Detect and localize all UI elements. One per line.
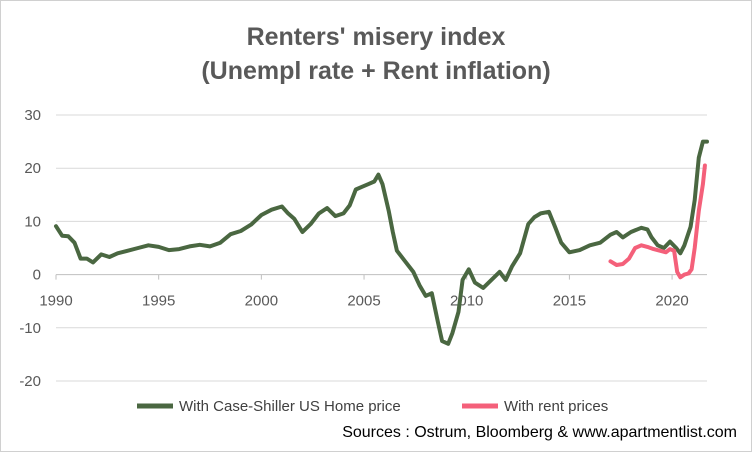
x-tick-label: 2020 [655,293,688,310]
y-tick-label: 20 [24,160,41,177]
source-note: Sources : Ostrum, Bloomberg & www.apartm… [342,424,737,441]
series-line-case-shiller [54,139,709,346]
x-tick-label: 2010 [450,293,483,310]
series-line-rent [608,163,707,280]
x-axis-ticks: 1990 1995 2000 2005 2010 2015 2020 [39,274,689,310]
x-tick-label: 1995 [142,293,175,310]
chart-title: Renters' misery index [246,23,506,51]
legend: With Case-Shiller US Home price With ren… [137,398,608,415]
y-tick-label: 30 [24,107,41,124]
y-tick-label: -20 [19,373,41,390]
y-tick-label: 0 [33,267,41,284]
series-lines [54,139,709,346]
y-tick-label: -10 [19,320,41,337]
legend-label-rent: With rent prices [504,398,608,415]
x-tick-label: 2015 [553,293,586,310]
y-tick-label: 10 [24,213,41,230]
chart-subtitle: (Unempl rate + Rent inflation) [201,57,551,85]
gridlines [56,114,707,382]
x-tick-label: 2005 [347,293,380,310]
x-tick-label: 2000 [245,293,278,310]
x-tick-label: 1990 [39,293,72,310]
legend-label-case-shiller: With Case-Shiller US Home price [179,398,401,415]
y-axis-ticks: 30 20 10 0 -10 -20 [19,107,41,390]
